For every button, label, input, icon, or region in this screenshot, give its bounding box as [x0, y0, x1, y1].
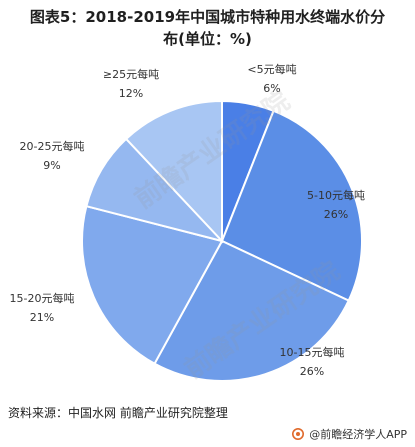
slice-value-label: 26% [300, 365, 324, 378]
pie-slice [220, 109, 363, 302]
source-note: 资料来源：中国水网 前瞻产业研究院整理 [8, 406, 228, 420]
brand-logo-icon [291, 428, 304, 440]
slice-category-label: <5元每吨 [247, 62, 296, 76]
slice-value-label: 6% [263, 82, 280, 95]
slice-category-label: 10-15元每吨 [280, 345, 345, 359]
chart-title-line-1: 图表5：2018-2019年中国城市特种用水终端水价分 [29, 8, 386, 26]
slice-category-label: ≥25元每吨 [103, 67, 159, 81]
slice-value-label: 9% [43, 159, 60, 172]
slice-value-label: 21% [30, 311, 54, 324]
chart-title-line-2: 布(单位：%) [163, 30, 252, 48]
slice-category-label: 15-20元每吨 [10, 291, 75, 305]
slice-value-label: 26% [324, 208, 348, 221]
brand-text: @前瞻经济学人APP [309, 428, 407, 441]
slice-category-label: 20-25元每吨 [20, 139, 85, 153]
pie-slice [81, 204, 224, 366]
slice-value-label: 12% [119, 87, 143, 100]
pie-slice [85, 137, 226, 243]
chart-title: 图表5：2018-2019年中国城市特种用水终端水价分 布(单位：%) [0, 6, 415, 50]
slice-category-label: 5-10元每吨 [307, 188, 365, 202]
brand-footer: @前瞻经济学人APP [291, 426, 407, 442]
pie-slice [124, 99, 223, 244]
